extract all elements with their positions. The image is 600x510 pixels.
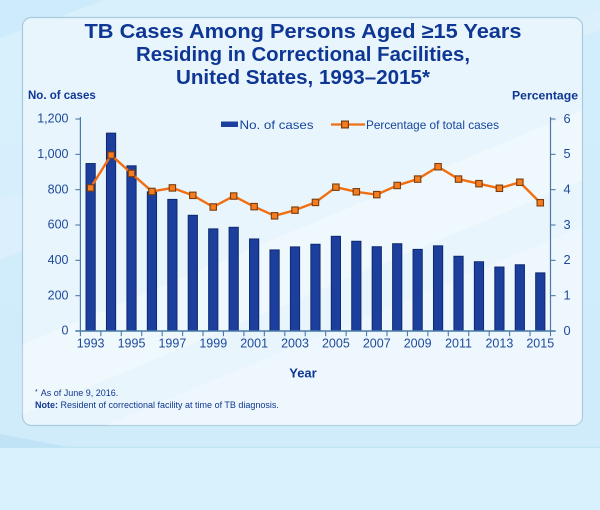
svg-text:600: 600 [48,218,69,232]
svg-text:Year: Year [289,366,316,381]
svg-text:No. of cases: No. of cases [240,118,314,132]
svg-text:0: 0 [62,324,69,338]
svg-text:*As of June 9, 2016.: * As of June 9, 2016. [35,388,118,398]
svg-text:1,000: 1,000 [37,147,68,161]
svg-text:2013: 2013 [485,337,513,351]
svg-text:Residing in Correctional Facil: Residing in Correctional Facilities, [136,44,470,66]
svg-text:6: 6 [564,111,571,126]
svg-text:4: 4 [564,181,571,196]
svg-text:2015: 2015 [526,337,554,351]
svg-text:3: 3 [564,217,571,232]
svg-text:Percentage: Percentage [512,89,578,103]
svg-text:2003: 2003 [281,337,309,351]
svg-text:5: 5 [564,146,571,161]
svg-text:Note: Resident of correctional: Note: Resident of correctional facility … [35,400,279,410]
svg-text:1995: 1995 [118,337,146,351]
svg-text:United States, 1993–2015*: United States, 1993–2015* [176,67,430,89]
svg-text:TB Cases Among Persons Aged ≥1: TB Cases Among Persons Aged ≥15 Years [85,21,522,43]
svg-text:2: 2 [564,252,571,267]
svg-text:2011: 2011 [445,337,472,351]
svg-text:2001: 2001 [240,337,268,351]
svg-text:0: 0 [564,323,571,338]
svg-text:400: 400 [48,253,69,267]
svg-text:2009: 2009 [404,337,432,351]
svg-text:200: 200 [48,288,69,302]
svg-text:1997: 1997 [158,337,186,351]
svg-text:1999: 1999 [199,337,227,351]
svg-text:1,200: 1,200 [37,112,68,126]
svg-text:Percentage of total cases: Percentage of total cases [366,118,499,132]
svg-text:1993: 1993 [77,337,105,351]
svg-text:1: 1 [564,287,571,302]
svg-text:No. of cases: No. of cases [28,90,96,102]
svg-text:2005: 2005 [322,337,350,351]
svg-text:800: 800 [48,182,69,196]
svg-text:2007: 2007 [363,337,391,351]
